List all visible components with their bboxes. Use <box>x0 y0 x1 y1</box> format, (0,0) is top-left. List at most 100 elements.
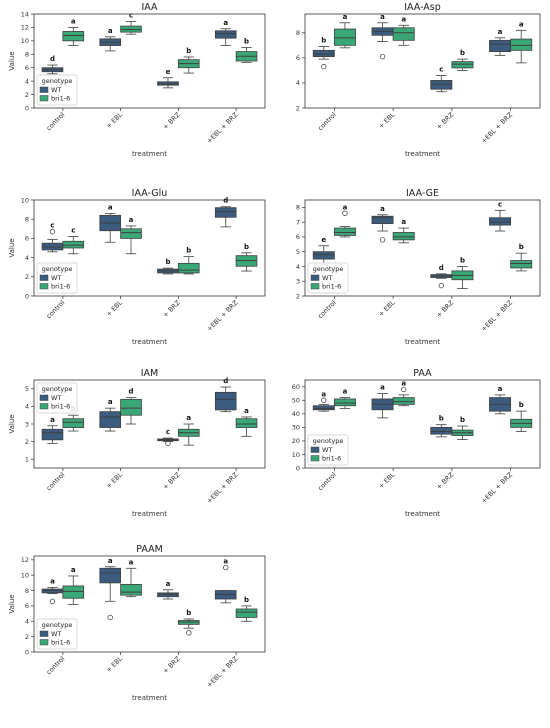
box-bri1-6-1: a <box>392 15 415 46</box>
significance-letter: d <box>50 55 55 63</box>
iqr-box <box>214 391 237 411</box>
significance-letter: a <box>244 407 249 415</box>
box-bri1-6-1: a <box>392 218 415 244</box>
significance-letter: a <box>129 558 134 566</box>
box-wt-2: b <box>430 415 453 438</box>
iqr-box <box>392 232 415 241</box>
x-tick-label: + EBL <box>377 470 397 490</box>
legend-swatch-wt <box>39 630 49 637</box>
y-tick-label: 7 <box>296 218 300 226</box>
y-tick-label: 40 <box>292 410 300 418</box>
legend-swatch-wt <box>39 274 49 281</box>
significance-letter: a <box>166 580 171 588</box>
panel-iaa: IAA 0 2 4 6 8 10 12 14 Value control + EBL + BRZ +EBL… <box>8 2 266 158</box>
outlier-point <box>223 564 229 571</box>
y-tick-label: 2 <box>25 438 29 446</box>
y-tick-label: 4 <box>25 618 29 626</box>
x-axis-label: treatment <box>132 150 167 158</box>
significance-letter: a <box>108 398 113 406</box>
significance-letter: a <box>223 558 228 566</box>
chart-title: IAM <box>141 368 159 379</box>
significance-letter: a <box>71 566 76 574</box>
box-wt-0: a <box>41 577 64 604</box>
legend-label-wt: WT <box>51 394 61 402</box>
outlier-point <box>49 229 56 235</box>
panel-iam: IAM 1 2 3 4 5 Value control + EBL + BRZ +EBL + BRZ… <box>8 368 266 518</box>
iqr-box <box>99 567 122 584</box>
y-tick-label: 10 <box>21 196 29 204</box>
y-tick-label: 50 <box>292 397 300 405</box>
box-wt-3: a <box>489 385 512 415</box>
legend-label-bri1-6: bri1-6 <box>51 639 70 647</box>
significance-letter: c <box>129 11 133 19</box>
axes-frame <box>33 199 266 297</box>
y-tick-label: 30 <box>292 424 300 432</box>
y-tick-label: 0 <box>25 292 29 300</box>
outlier-point <box>438 283 444 289</box>
significance-letter: a <box>380 205 385 213</box>
box-bri1-6-2: b <box>451 256 474 290</box>
box-bri1-6-0: a <box>62 566 85 605</box>
iqr-box <box>235 608 258 618</box>
x-tick-label: +EBL + BRZ <box>205 470 240 505</box>
legend-label-wt: WT <box>51 630 61 638</box>
legend-swatch-bri1-6 <box>310 455 320 462</box>
iqr-box <box>510 260 533 269</box>
significance-letter: b <box>460 416 465 424</box>
iqr-box <box>235 418 258 428</box>
significance-letter: e <box>166 68 171 76</box>
legend-swatch-bri1-6 <box>39 639 49 646</box>
y-tick-label: 2 <box>25 91 29 99</box>
x-tick-label: +EBL + BRZ <box>205 110 240 145</box>
box-bri1-6-0: a <box>62 17 85 46</box>
significance-letter: c <box>50 222 54 230</box>
box-wt-2: c <box>157 428 179 447</box>
legend-title: genotype <box>42 77 73 85</box>
y-tick-label: 0 <box>25 648 29 656</box>
significance-letter: a <box>498 28 503 36</box>
box-wt-3: d <box>214 377 237 413</box>
y-tick-label: 8 <box>296 204 300 212</box>
x-tick-label: control <box>45 471 67 493</box>
significance-letter: a <box>498 385 503 393</box>
y-tick-label: 14 <box>21 10 29 18</box>
iqr-box <box>62 585 85 599</box>
y-tick-label: 8 <box>25 216 29 224</box>
box-bri1-6-3: b <box>235 596 258 622</box>
box-bri1-6-1: a <box>392 379 415 407</box>
box-wt-0: a <box>41 416 64 444</box>
box-wt-3: a <box>214 19 237 46</box>
iqr-box <box>312 405 335 411</box>
box-wt-0: b <box>312 37 335 70</box>
iqr-box <box>430 426 453 435</box>
iqr-box <box>312 49 335 58</box>
x-axis-label: treatment <box>132 510 167 518</box>
x-tick-label: + BRZ <box>161 470 182 491</box>
y-tick-label: 6 <box>296 54 300 62</box>
significance-letter: a <box>401 15 406 23</box>
outlier-point <box>165 440 171 447</box>
chart-title: IAA <box>141 2 158 13</box>
y-tick-label: 0 <box>25 104 29 112</box>
box-wt-0: a <box>312 390 335 412</box>
chart-title: IAA-Asp <box>404 2 441 13</box>
significance-letter: a <box>380 13 385 21</box>
box-wt-1: a <box>99 27 122 52</box>
iqr-box <box>333 227 356 236</box>
chart-title: PAAM <box>136 544 163 555</box>
legend-title: genotype <box>313 265 344 273</box>
iqr-box <box>99 411 122 428</box>
x-tick-label: control <box>45 655 67 677</box>
outlier-point <box>379 53 386 60</box>
box-wt-2: a <box>157 580 179 600</box>
y-axis-label: Value <box>8 594 16 613</box>
panel-iaa-ge: IAA-GE 2 3 4 5 6 7 8 control + EBL + BRZ +EBL + BRZ… <box>296 188 541 346</box>
legend-label-bri1-6: bri1-6 <box>51 95 70 103</box>
box-bri1-6-1: c <box>120 11 142 35</box>
box-bri1-6-3: a <box>235 407 258 437</box>
significance-letter: a <box>343 13 348 21</box>
significance-letter: b <box>321 37 326 45</box>
outlier-point <box>107 614 113 621</box>
